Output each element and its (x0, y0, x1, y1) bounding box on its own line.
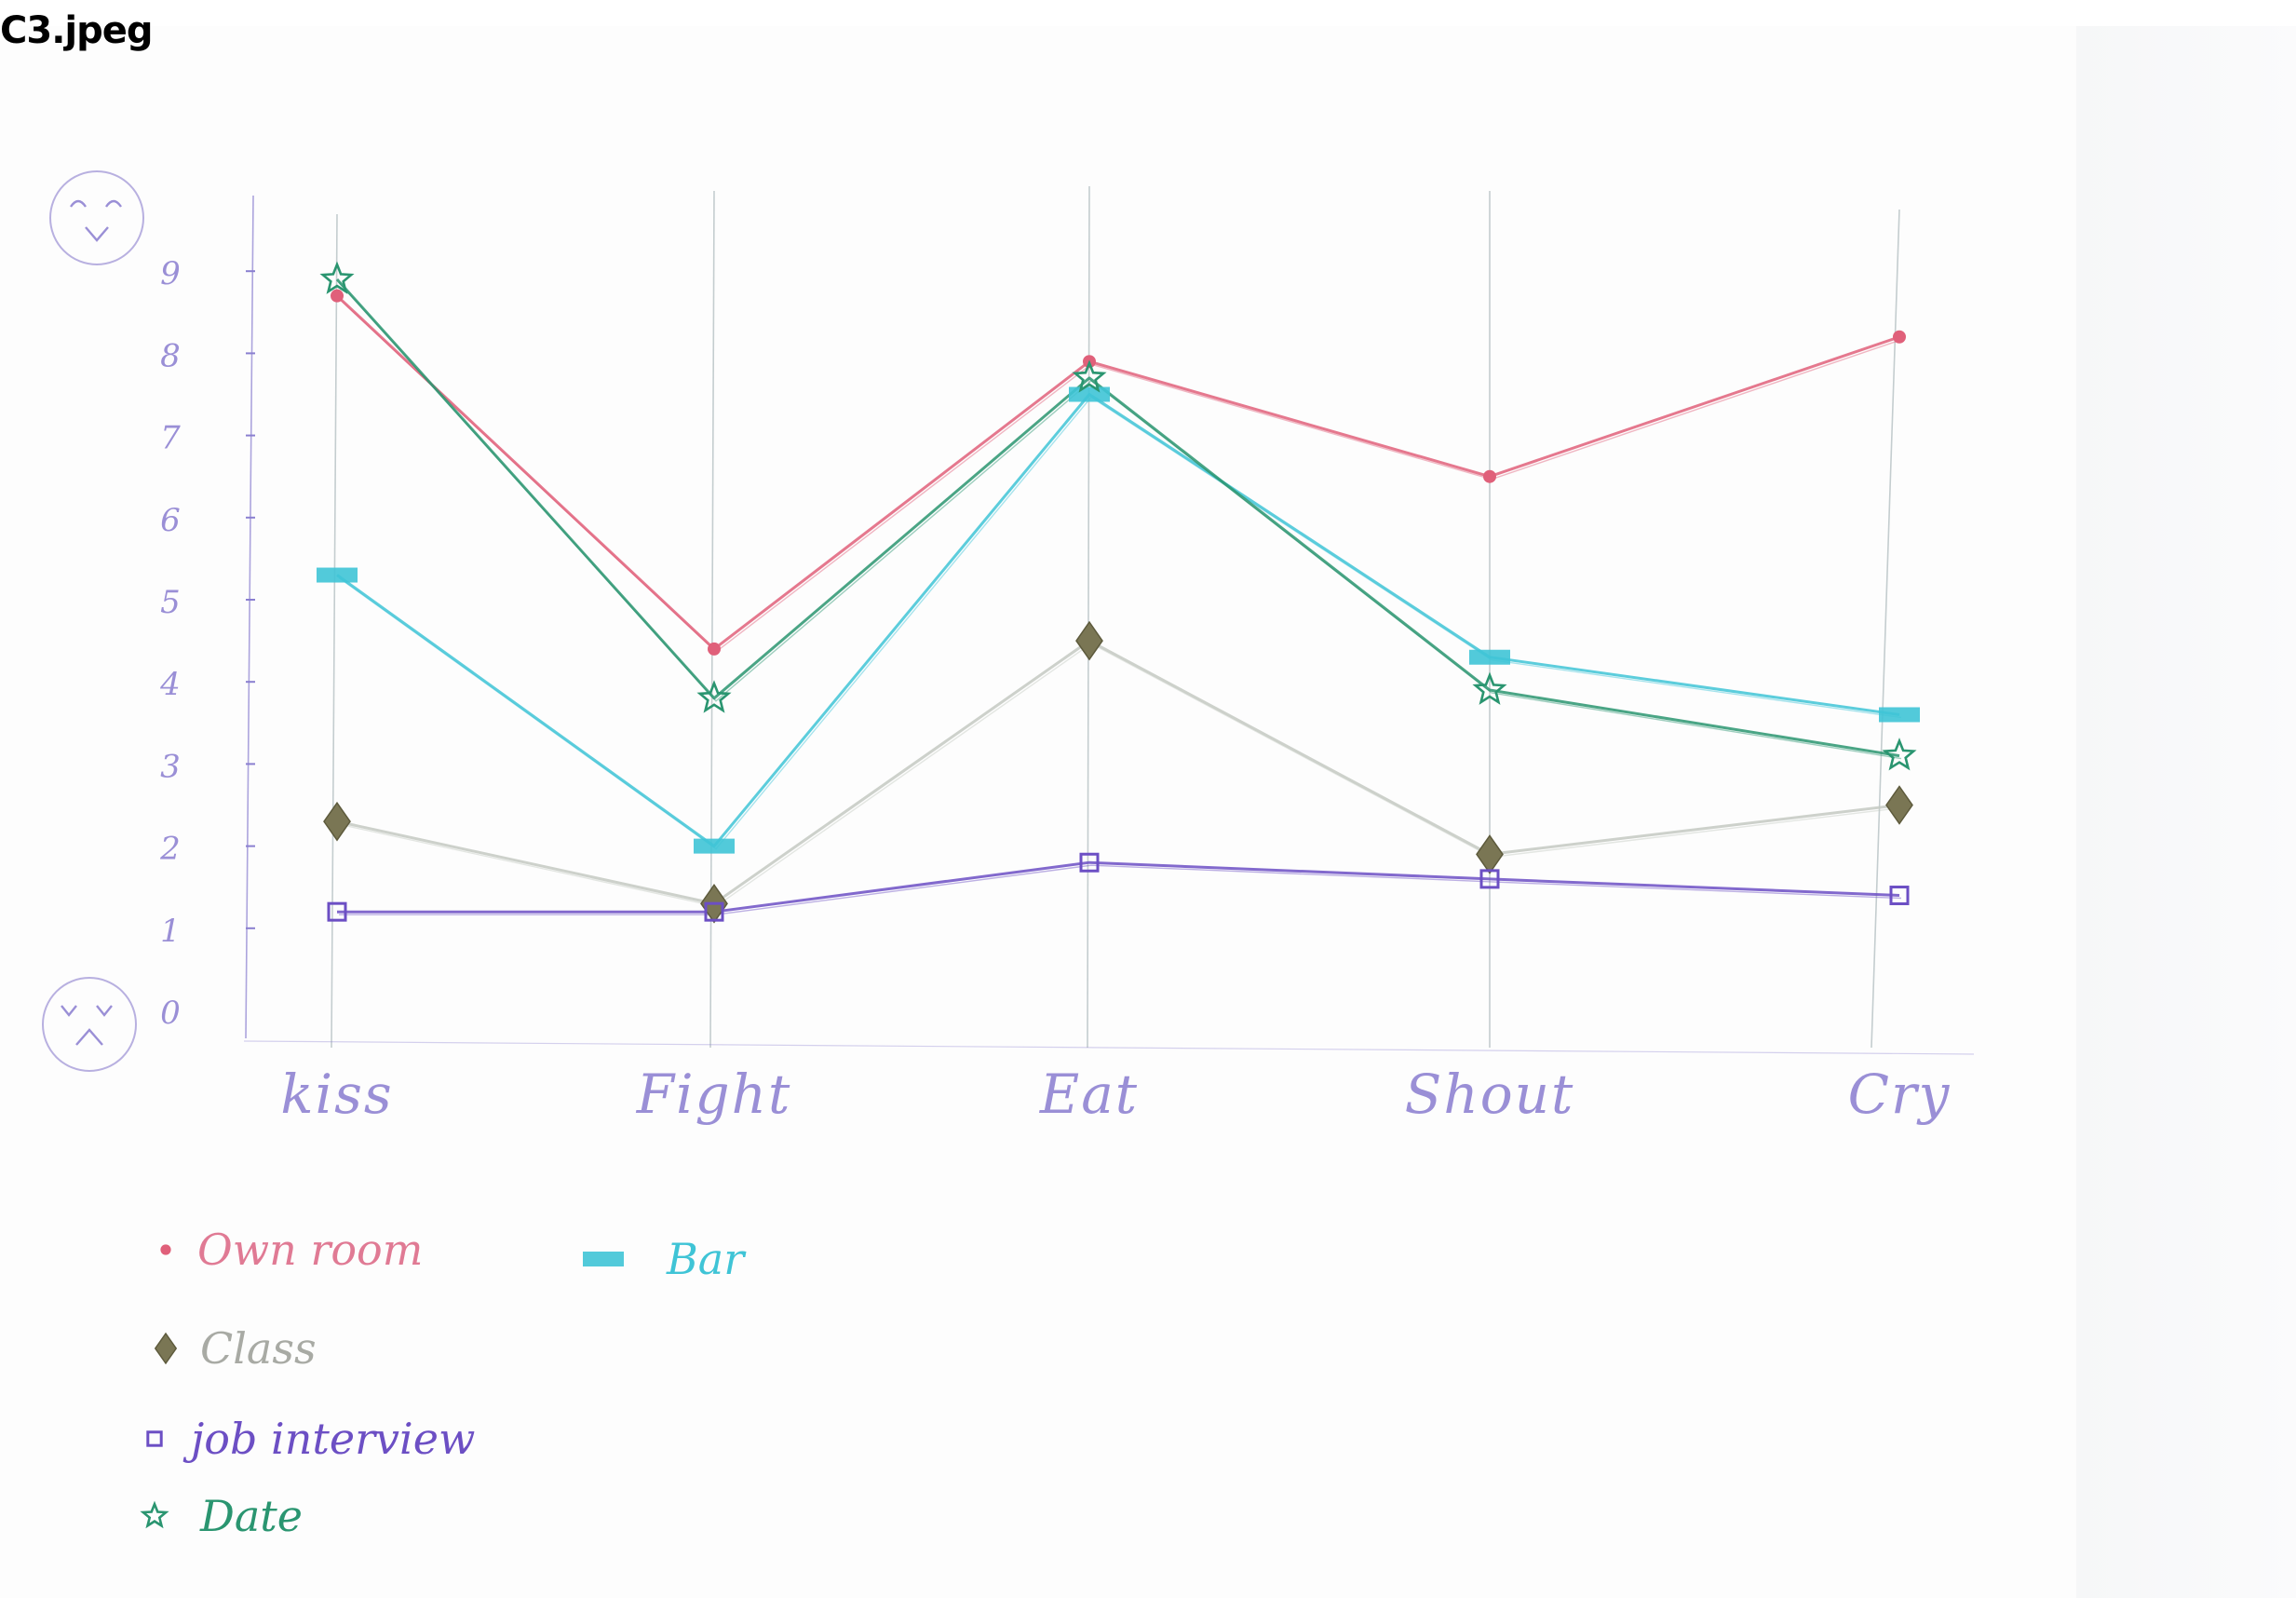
marker-class-eat (1075, 620, 1103, 661)
series-line-job-interview-stroke (339, 864, 1902, 915)
x-tick-label-shout: Shout (1405, 1063, 1575, 1126)
marker-date-shout (1472, 671, 1507, 705)
series-markers (317, 261, 1920, 924)
marker-bar-cry (1879, 707, 1920, 723)
marker-class-cry (1885, 785, 1913, 825)
y-tick-label-9: 9 (160, 255, 181, 292)
marker-date-fight (696, 680, 732, 713)
series-line-date (335, 278, 1900, 758)
marker-class-kiss (323, 801, 351, 842)
sad-face-icon-outline (42, 977, 137, 1072)
x-tick-label-kiss: kiss (280, 1063, 393, 1126)
series-line-date-stroke (338, 281, 1902, 760)
sad-face-icon-mouth (75, 1028, 103, 1046)
y-tick-label-8: 8 (160, 337, 181, 374)
y-axis (42, 170, 1975, 1072)
x-tick-label-cry: Cry (1848, 1063, 1952, 1126)
x-axis-baseline (243, 1040, 1975, 1055)
y-tick-label-4: 4 (159, 666, 181, 703)
y-tick-label-0: 0 (160, 995, 181, 1032)
legend-marker-own-room (160, 1244, 171, 1255)
grid-line-kiss (331, 213, 338, 1049)
grid-line-cry (1871, 209, 1900, 1049)
marker-own-room-shout (1483, 469, 1496, 483)
marker-own-room-fight (708, 642, 721, 656)
legend: Own room Bar Class job interview Date (140, 1225, 747, 1541)
x-tick-label-eat: Eat (1039, 1063, 1139, 1126)
legend-label-class: Class (200, 1323, 317, 1374)
scan-margin (2076, 26, 2296, 1598)
axis-labels: 0 1 2 3 4 5 6 7 8 9 kiss Fight Eat Shout Cry (159, 255, 1952, 1126)
marker-bar-kiss (317, 567, 358, 583)
series-line-own-room (335, 294, 1900, 651)
y-tick-label-6: 6 (160, 502, 181, 539)
marker-bar-fight (694, 838, 735, 854)
sad-face-icon (42, 977, 137, 1072)
series-line-bar (336, 393, 1900, 848)
grid-line-eat (1087, 185, 1090, 1049)
marker-date-kiss (319, 261, 355, 294)
legend-marker-class (154, 1332, 178, 1365)
marker-job-interview-cry (1889, 886, 1910, 906)
series-line-own-room-stroke (338, 298, 1902, 653)
happy-face-icon-eyes (70, 199, 122, 208)
marker-bar-eat (1069, 386, 1110, 402)
marker-job-interview-kiss (327, 901, 347, 922)
file-name-label: C3.jpeg (0, 9, 153, 52)
y-tick-label-7: 7 (160, 420, 181, 457)
legend-label-date: Date (199, 1491, 303, 1541)
grid-lines (331, 185, 1900, 1049)
series-line-job-interview (337, 860, 1900, 914)
y-axis-line (245, 195, 254, 1039)
y-tick-label-1: 1 (160, 913, 181, 950)
happy-face-icon-mouth (85, 226, 109, 242)
y-tick-label-3: 3 (160, 748, 181, 785)
series-line-bar-stroke (338, 396, 1902, 850)
legend-marker-bar (583, 1252, 624, 1266)
happy-face-icon-outline (49, 170, 144, 265)
sad-face-icon-eyes (61, 1005, 113, 1017)
marker-class-shout (1476, 834, 1504, 874)
y-tick-label-2: 2 (159, 831, 181, 868)
marker-job-interview-fight (704, 901, 724, 922)
marker-own-room-cry (1893, 330, 1906, 344)
marker-date-eat (1072, 359, 1107, 393)
x-tick-label-fight: Fight (636, 1063, 792, 1126)
y-tick-label-5: 5 (160, 584, 181, 621)
marker-job-interview-eat (1079, 852, 1100, 873)
marker-job-interview-shout (1479, 869, 1500, 889)
legend-marker-job-interview (146, 1430, 163, 1447)
marker-own-room-kiss (331, 289, 344, 303)
legend-label-job-interview: job interview (182, 1414, 475, 1464)
legend-marker-date (140, 1500, 169, 1529)
marker-date-cry (1882, 738, 1917, 771)
happy-face-icon (49, 170, 144, 265)
marker-bar-shout (1469, 649, 1510, 665)
series-lines (335, 278, 1902, 915)
legend-label-bar: Bar (666, 1234, 747, 1284)
legend-label-own-room: Own room (197, 1225, 423, 1275)
